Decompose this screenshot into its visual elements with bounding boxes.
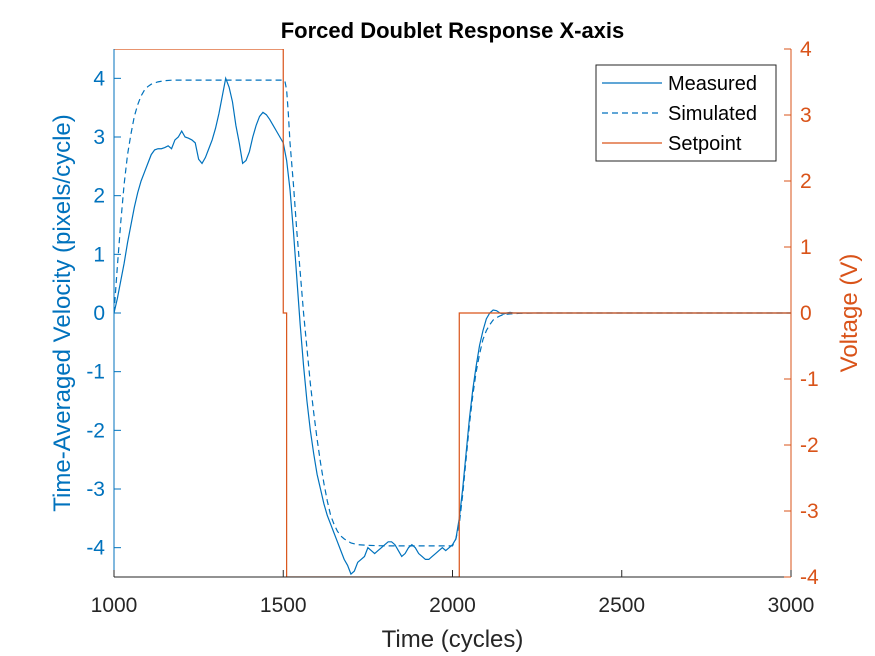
legend-label-simulated: Simulated xyxy=(668,103,757,125)
series-line-simulated xyxy=(114,79,791,547)
left-y-tick-label: -4 xyxy=(86,537,105,560)
legend-label-measured: Measured xyxy=(668,73,757,95)
left-y-tick-label: -3 xyxy=(86,478,105,501)
left-y-tick-label: -1 xyxy=(86,361,105,384)
right-y-tick-label: 4 xyxy=(800,38,812,61)
left-y-tick-label: 3 xyxy=(93,126,105,149)
x-tick-label: 3000 xyxy=(768,594,815,617)
x-axis-label: Time (cycles) xyxy=(382,626,524,653)
right-y-tick-label: -3 xyxy=(800,500,819,523)
x-tick-label: 2000 xyxy=(429,594,476,617)
axes: 1000 1500 2000 2500 3000 -4 -3 -2 -1 0 1 2 3 4 -4 -3 -2 -… xyxy=(86,38,819,617)
right-y-tick-label: -2 xyxy=(800,434,819,457)
legend: Measured Simulated Setpoint xyxy=(595,64,777,162)
right-y-tick-label: -4 xyxy=(800,566,819,589)
left-y-tick-label: -2 xyxy=(86,419,105,442)
chart-title: Forced Doublet Response X-axis xyxy=(281,18,625,43)
left-y-tick-label: 2 xyxy=(93,185,105,208)
right-y-tick-label: 1 xyxy=(800,236,812,259)
legend-label-setpoint: Setpoint xyxy=(668,133,742,155)
left-y-tick-label: 4 xyxy=(93,67,105,90)
right-y-tick-label: 3 xyxy=(800,104,812,127)
left-y-tick-label: 1 xyxy=(93,243,105,266)
right-y-axis-label: Voltage (V) xyxy=(836,254,863,373)
right-y-tick-label: 2 xyxy=(800,170,812,193)
plot-lines xyxy=(114,49,791,577)
left-y-axis-label: Time-Averaged Velocity (pixels/cycle) xyxy=(49,114,76,511)
x-tick-label: 2500 xyxy=(598,594,645,617)
right-y-tick-label: -1 xyxy=(800,368,819,391)
right-y-tick-label: 0 xyxy=(800,302,812,325)
x-tick-label: 1500 xyxy=(260,594,307,617)
series-line-setpoint xyxy=(114,49,791,577)
left-y-tick-label: 0 xyxy=(93,302,105,325)
x-tick-label: 1000 xyxy=(91,594,138,617)
